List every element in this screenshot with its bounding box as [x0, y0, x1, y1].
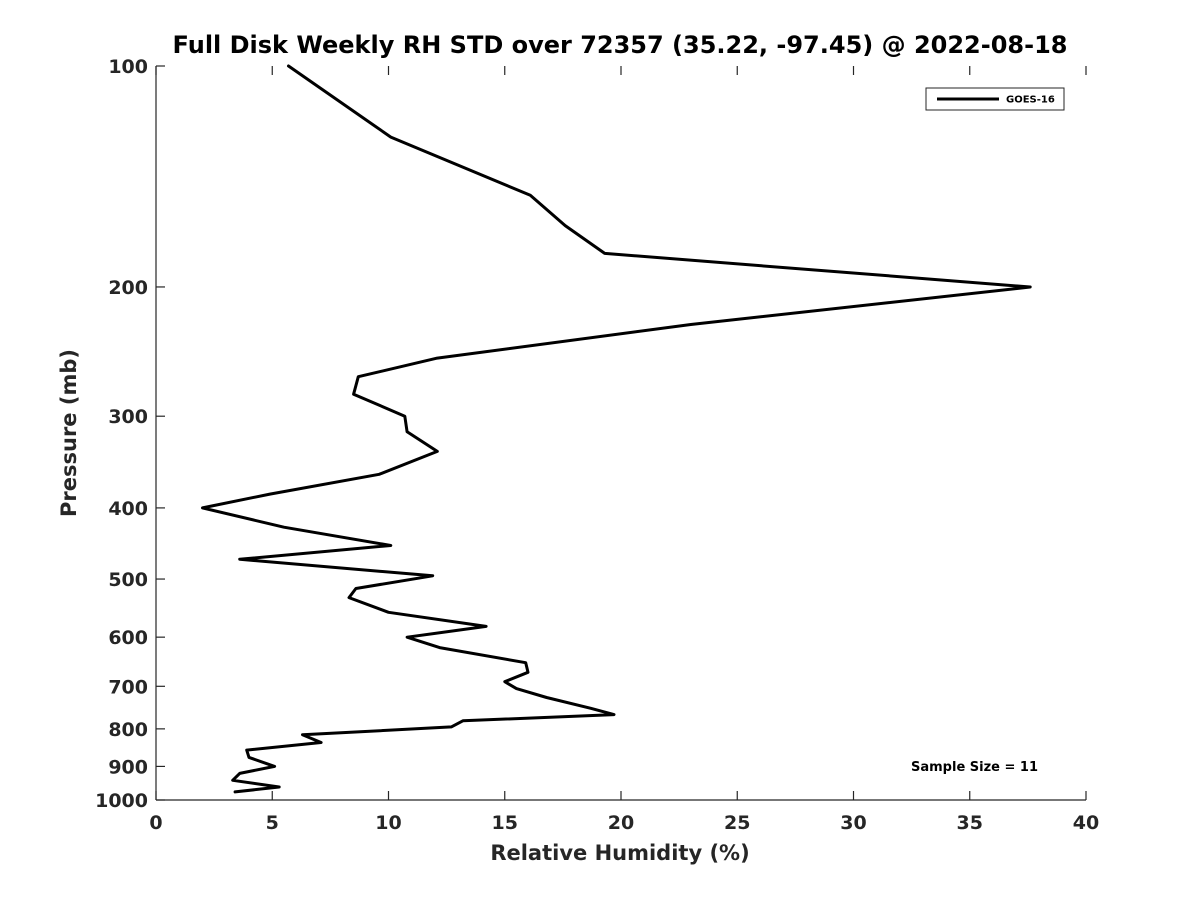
y-tick-label: 600 [108, 627, 148, 649]
legend: GOES-16 [925, 87, 1065, 111]
x-tick-label: 5 [266, 812, 279, 834]
x-axis-label: Relative Humidity (%) [490, 841, 749, 865]
series-line-goes-16 [201, 64, 1032, 794]
y-tick-label: 800 [108, 719, 148, 741]
y-tick-label: 700 [108, 676, 148, 698]
legend-label-goes-16: GOES-16 [1006, 95, 1055, 106]
x-tick-label: 30 [840, 812, 866, 834]
y-tick-label: 1000 [95, 790, 148, 812]
y-axis-ticks: 100 200 300 400 500 600 700 800 900 1000 [95, 56, 165, 812]
x-tick-label: 15 [492, 812, 518, 834]
y-tick-label: 300 [108, 406, 148, 428]
x-tick-label: 0 [149, 812, 162, 834]
x-tick-label: 40 [1073, 812, 1099, 834]
y-tick-label: 500 [108, 569, 148, 591]
x-tick-label: 20 [608, 812, 634, 834]
y-axis-label: Pressure (mb) [57, 349, 81, 517]
y-tick-label: 200 [108, 277, 148, 299]
x-tick-label: 10 [375, 812, 401, 834]
x-tick-label: 25 [724, 812, 750, 834]
y-tick-label: 100 [108, 56, 148, 78]
series-layer [201, 64, 1032, 794]
sample-size-annotation: Sample Size = 11 [911, 760, 1038, 775]
x-axis-ticks: 0 5 10 15 20 25 30 35 40 [149, 66, 1099, 834]
x-tick-label: 35 [957, 812, 983, 834]
y-tick-label: 900 [108, 756, 148, 778]
y-tick-label: 400 [108, 498, 148, 520]
chart-title: Full Disk Weekly RH STD over 72357 (35.2… [173, 31, 1068, 59]
